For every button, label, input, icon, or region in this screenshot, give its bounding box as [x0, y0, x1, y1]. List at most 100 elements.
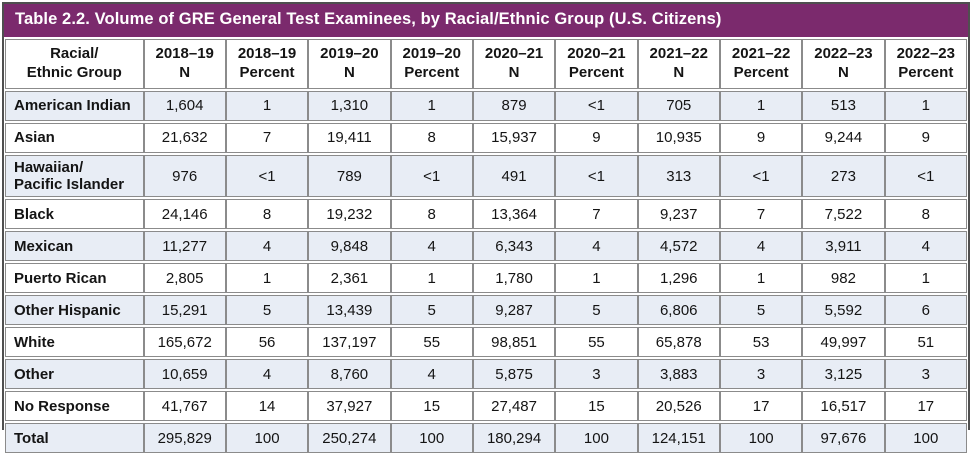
header-line1: 2022–23 — [814, 45, 873, 63]
table-cell: 5 — [719, 295, 803, 326]
table-cell: 789 — [308, 154, 391, 198]
row-label: Other Hispanic — [5, 295, 144, 326]
column-header: 2018–19 N — [143, 38, 226, 89]
table-cell: 6,806 — [637, 295, 720, 326]
column-header: 2019–20 N — [308, 38, 391, 89]
table-cell: <1 — [719, 154, 803, 198]
table-cell: 4 — [225, 359, 309, 390]
header-line2: Percent — [898, 63, 954, 81]
table-cell: 4 — [390, 359, 473, 390]
table-cell: 55 — [390, 327, 473, 358]
examinee-volume-table: Racial/ Ethnic Group 2018–19 N 2018–19 P… — [4, 36, 968, 455]
table-row: Other Hispanic 15,291 5 13,439 5 9,287 5… — [5, 295, 967, 326]
table-cell: 11,277 — [143, 231, 226, 262]
table-cell: 100 — [884, 423, 967, 454]
header-line2: N — [343, 63, 355, 81]
row-label: White — [5, 327, 144, 358]
column-header: 2020–21 Percent — [555, 38, 638, 89]
table-row: No Response 41,767 14 37,927 15 27,487 1… — [5, 391, 967, 422]
table-cell: 16,517 — [802, 391, 885, 422]
table-cell: 1 — [390, 90, 473, 121]
table-cell: 137,197 — [308, 327, 391, 358]
table-cell: 8 — [884, 199, 967, 230]
table-cell: 9 — [884, 122, 967, 153]
table-cell: 3 — [719, 359, 803, 390]
header-line2: Percent — [568, 63, 624, 81]
table-cell: <1 — [555, 154, 638, 198]
table-cell: 56 — [225, 327, 309, 358]
header-line1: Racial/ — [50, 45, 99, 63]
table-cell: 4 — [555, 231, 638, 262]
table-title-bar: Table 2.2. Volume of GRE General Test Ex… — [4, 4, 968, 37]
table-cell: 7,522 — [802, 199, 885, 230]
table-cell: 165,672 — [143, 327, 226, 358]
table-cell: 100 — [225, 423, 309, 454]
table-cell: 4 — [225, 231, 309, 262]
header-line2: Percent — [404, 63, 460, 81]
table-cell: 20,526 — [637, 391, 720, 422]
table-cell: 19,411 — [308, 122, 391, 153]
table-cell: 37,927 — [308, 391, 391, 422]
table-cell: 313 — [637, 154, 720, 198]
table-cell: <1 — [555, 90, 638, 121]
table-cell: 3,883 — [637, 359, 720, 390]
table-cell: 3 — [884, 359, 967, 390]
table-cell: 98,851 — [472, 327, 556, 358]
row-label: American Indian — [5, 90, 144, 121]
row-label: Other — [5, 359, 144, 390]
row-label: Total — [5, 423, 144, 454]
header-line2: N — [838, 63, 849, 81]
table-cell: 9,848 — [308, 231, 391, 262]
table-cell: 9 — [555, 122, 638, 153]
header-line2: Percent — [733, 63, 789, 81]
header-line1: 2018–19 — [155, 45, 214, 63]
column-header: 2022–23 Percent — [884, 38, 967, 89]
table-row: Mexican 11,277 4 9,848 4 6,343 4 4,572 4… — [5, 231, 967, 262]
table-cell: 9,287 — [472, 295, 556, 326]
table-cell: 1 — [884, 263, 967, 294]
table-cell: 13,364 — [472, 199, 556, 230]
column-header: 2019–20 Percent — [390, 38, 473, 89]
table-cell: 8,760 — [308, 359, 391, 390]
table-cell: 4 — [884, 231, 967, 262]
table-cell: 1 — [225, 263, 309, 294]
table-row: Puerto Rican 2,805 1 2,361 1 1,780 1 1,2… — [5, 263, 967, 294]
header-line1: 2020–21 — [567, 45, 626, 63]
table-cell: 1 — [719, 263, 803, 294]
header-line1: 2019–20 — [320, 45, 379, 63]
table-cell: 5 — [555, 295, 638, 326]
table-row: White 165,672 56 137,197 55 98,851 55 65… — [5, 327, 967, 358]
header-line1: 2021–22 — [649, 45, 708, 63]
table-cell: 10,935 — [637, 122, 720, 153]
row-label: Puerto Rican — [5, 263, 144, 294]
table-cell: 1 — [225, 90, 309, 121]
header-line2: Ethnic Group — [26, 63, 122, 81]
table-cell: 17 — [884, 391, 967, 422]
row-label: Hawaiian/ Pacific Islander — [5, 154, 144, 198]
header-line2: N — [179, 63, 191, 81]
table-cell: 24,146 — [143, 199, 226, 230]
table-cell: 15,291 — [143, 295, 226, 326]
table-cell: 4 — [390, 231, 473, 262]
table-cell: 15,937 — [472, 122, 556, 153]
table-row: American Indian 1,604 1 1,310 1 879 <1 7… — [5, 90, 967, 121]
table-cell: 879 — [472, 90, 556, 121]
table-cell: 53 — [719, 327, 803, 358]
header-line1: 2021–22 — [731, 45, 791, 63]
table-cell: 2,805 — [143, 263, 226, 294]
table-cell: 7 — [225, 122, 309, 153]
table-cell: 8 — [225, 199, 309, 230]
table-cell: 1,310 — [308, 90, 391, 121]
row-label: Asian — [5, 122, 144, 153]
table-cell: 250,274 — [308, 423, 391, 454]
table-cell: 513 — [802, 90, 885, 121]
table-cell: 1,780 — [472, 263, 556, 294]
column-header: 2021–22 N — [637, 38, 720, 89]
table-cell: 4 — [719, 231, 803, 262]
table-cell: 4,572 — [637, 231, 720, 262]
table-cell: 100 — [390, 423, 473, 454]
header-line1: 2018–19 — [237, 45, 297, 63]
table-row: Asian 21,632 7 19,411 8 15,937 9 10,935 … — [5, 122, 967, 153]
column-header: 2018–19 Percent — [225, 38, 309, 89]
